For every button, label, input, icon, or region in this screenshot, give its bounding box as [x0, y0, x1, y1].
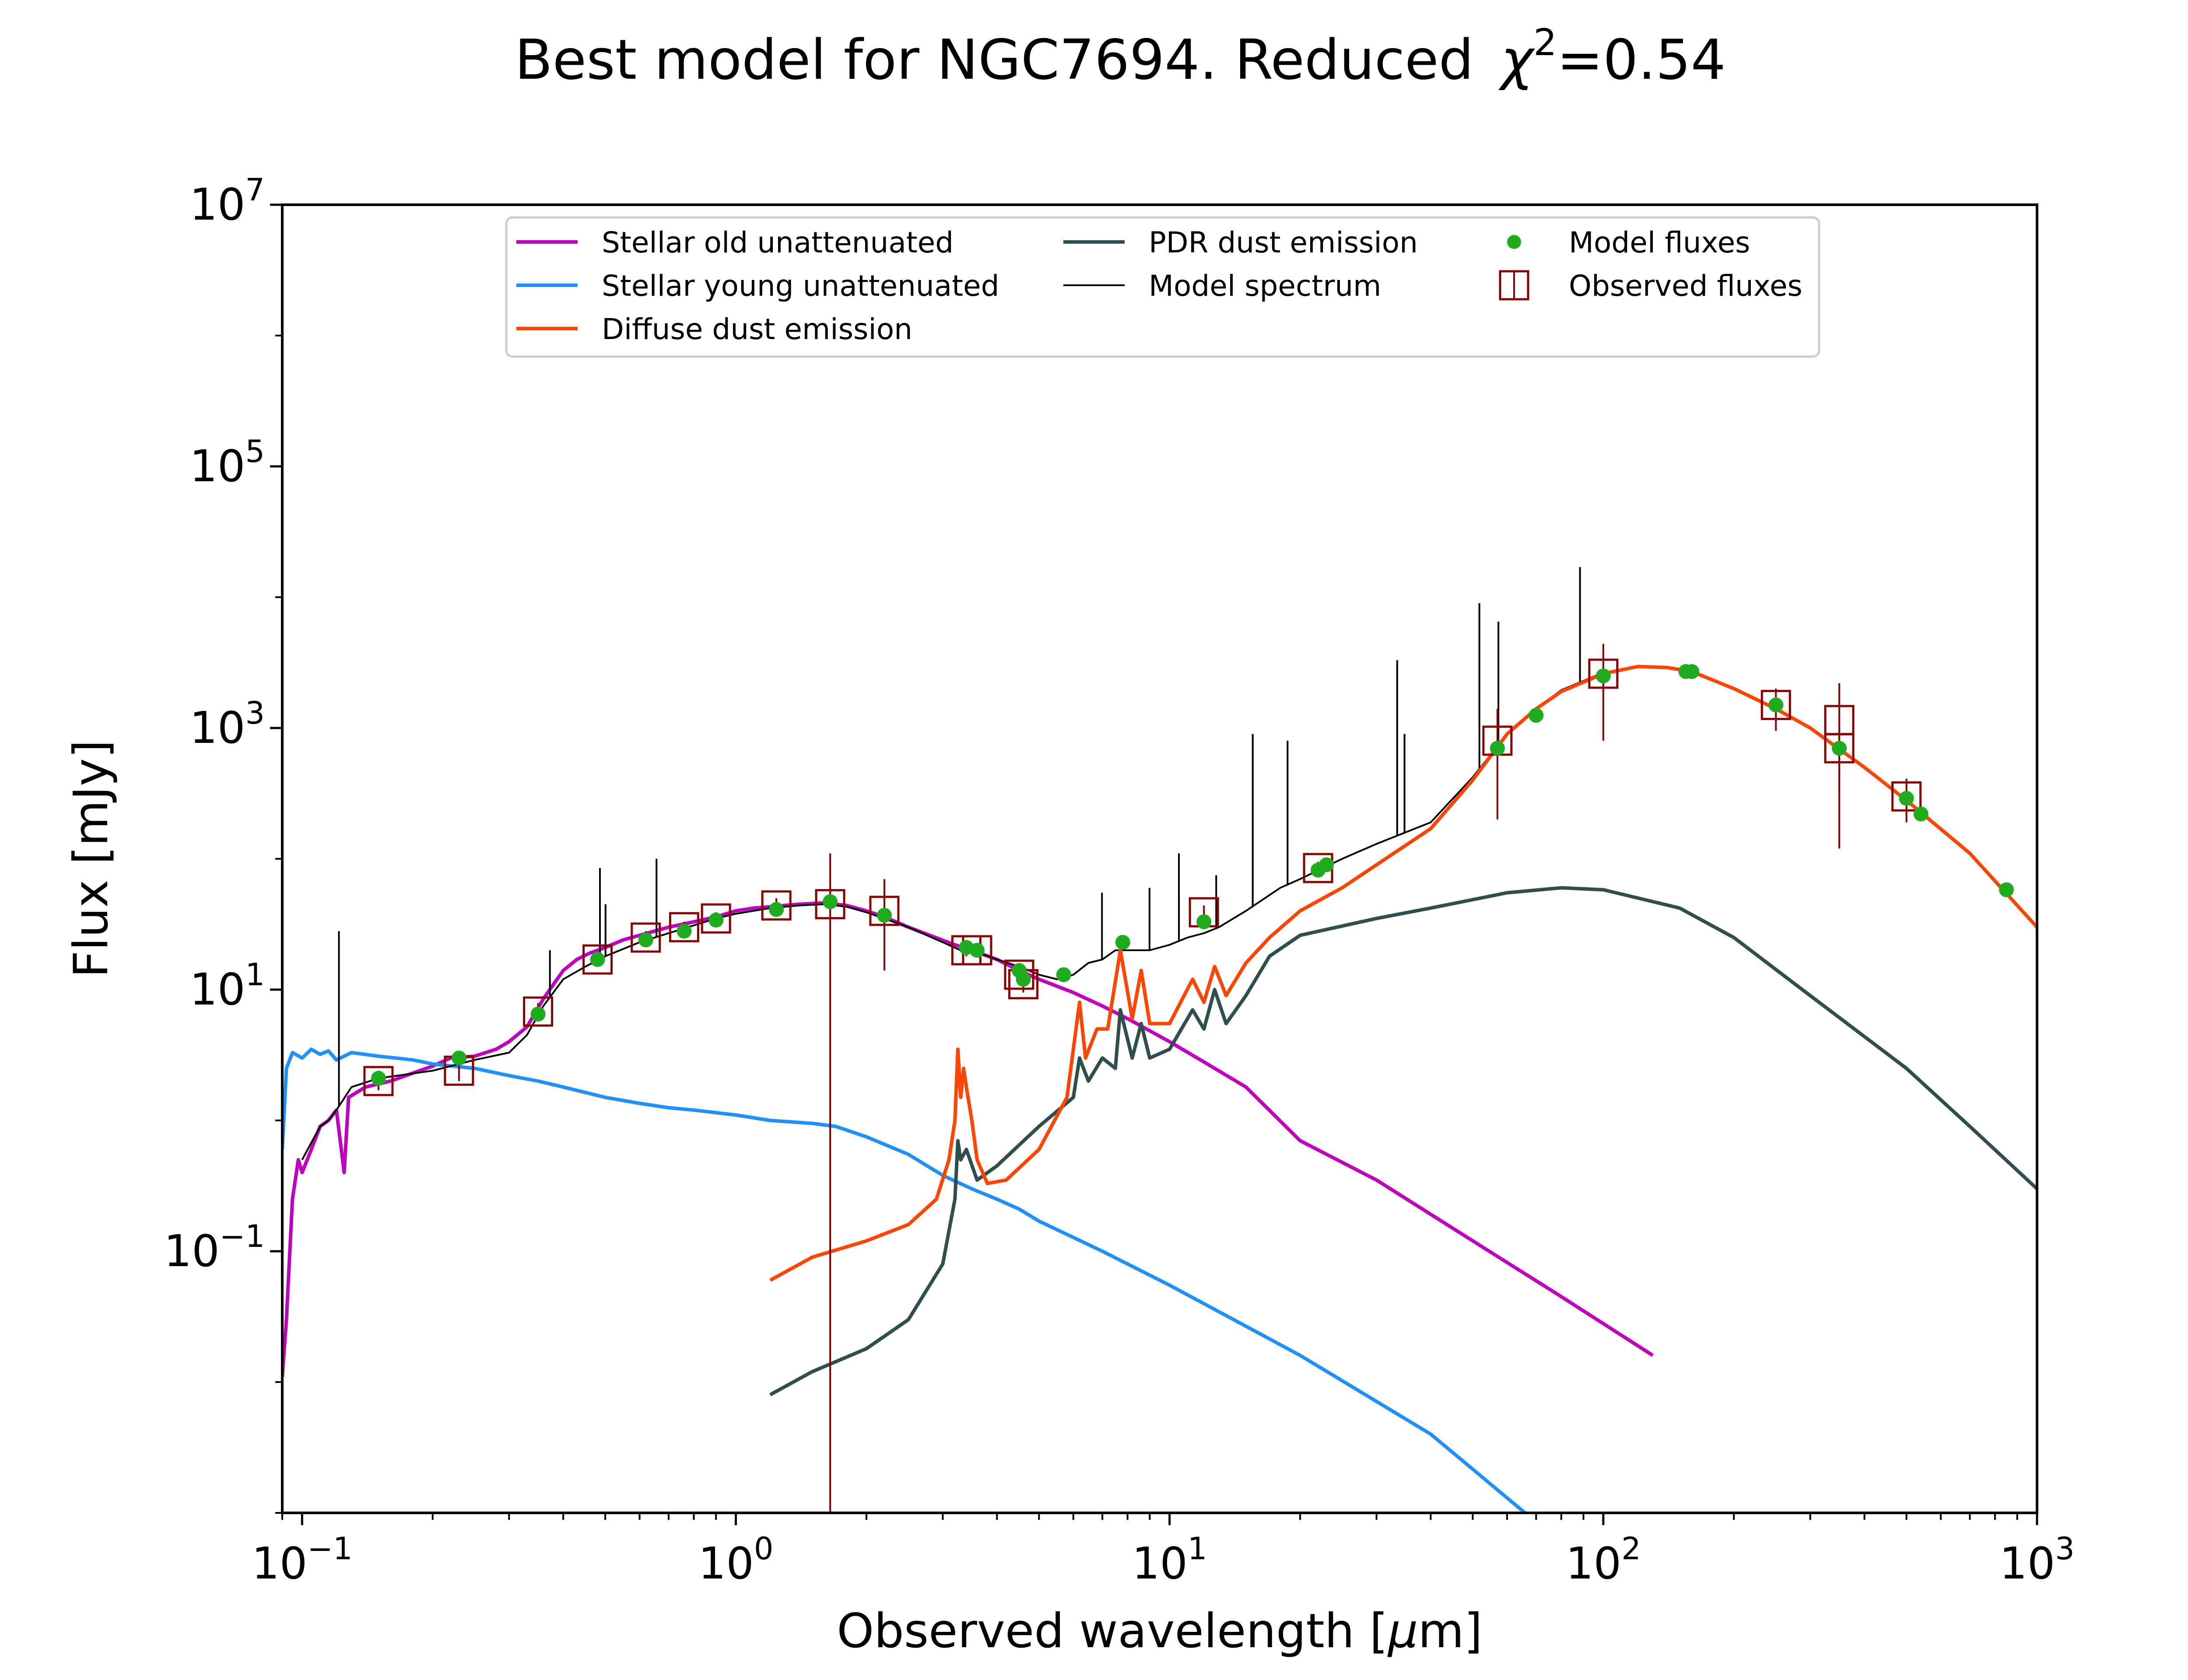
model-flux-point [1913, 806, 1929, 822]
y-tick-label: 105 [189, 434, 265, 492]
model-flux-point [1016, 972, 1031, 987]
legend-label: Model fluxes [1569, 226, 1750, 259]
legend-item-pdr-dust-emission: PDR dust emission [1063, 226, 1418, 259]
x-tick-label: 103 [1999, 1531, 2075, 1589]
observed-flux-point [1588, 644, 1619, 741]
legend-item-diffuse-dust-emission: Diffuse dust emission [516, 312, 912, 346]
model-flux-point [371, 1071, 386, 1086]
legend-item-stellar-young-unattenuated: Stellar young unattenuated [516, 269, 999, 303]
model-flux-point [708, 913, 724, 928]
y-tick-label: 103 [189, 695, 265, 753]
x-tick-label: 102 [1566, 1531, 1641, 1589]
model-flux-point [1196, 914, 1212, 929]
y-tick-label: 10−1 [164, 1218, 265, 1277]
legend-item-observed-fluxes: Observed fluxes [1499, 269, 1802, 303]
x-tick-label: 101 [1132, 1531, 1207, 1589]
legend-frame [505, 216, 1820, 358]
model-flux-point [1899, 791, 1914, 806]
observed-flux-marker [523, 996, 554, 1027]
observed-flux-marker [1760, 690, 1791, 720]
model-flux-point [769, 902, 784, 917]
observed-flux-marker [582, 944, 613, 975]
legend-swatch [1499, 270, 1529, 301]
legend-label: Diffuse dust emission [602, 312, 912, 346]
model-flux-point [590, 952, 605, 967]
model-flux-point [530, 1006, 546, 1022]
observed-flux-marker [761, 890, 792, 921]
series-pdr-dust-emission [769, 886, 2037, 1396]
model-flux-point [1490, 741, 1505, 756]
legend-label: Stellar old unattenuated [602, 226, 954, 259]
series-stellar-young-unattenuated [282, 1047, 1526, 1513]
x-axis-label-post: m] [1418, 1604, 1482, 1659]
y-axis-label: Flux [mJy] [64, 740, 119, 978]
observed-flux-point [815, 853, 845, 1513]
model-flux-point [1832, 741, 1847, 756]
model-flux-point [1768, 697, 1784, 713]
model-flux-point [677, 924, 692, 939]
model-flux-point [451, 1050, 466, 1066]
x-tick-label: 100 [698, 1531, 774, 1589]
legend-label: Model spectrum [1149, 269, 1381, 303]
legend-item-stellar-old-unattenuated: Stellar old unattenuated [516, 226, 954, 259]
chart-title: Best model for NGC7694. Reduced χ2=0.54 [515, 21, 1726, 92]
x-axis-label-pre: Observed wavelength [ [837, 1604, 1388, 1659]
model-flux-point [1595, 668, 1611, 684]
observed-flux-marker [1004, 959, 1034, 990]
model-flux-point [823, 894, 838, 910]
series-diffuse-dust-emission [769, 665, 2037, 1282]
model-flux-point [1999, 882, 2014, 897]
chart-title-value: =0.54 [1557, 28, 1726, 92]
observed-flux-marker [631, 922, 661, 953]
observed-flux-marker [701, 903, 731, 934]
legend-item-model-fluxes: Model fluxes [1507, 226, 1750, 259]
y-tick-label: 101 [189, 957, 265, 1015]
model-flux-point [1056, 967, 1071, 982]
observed-flux-marker [1824, 733, 1855, 763]
legend-label: Stellar young unattenuated [602, 269, 999, 303]
legend-label: PDR dust emission [1149, 226, 1418, 259]
chart-title-chi: χ [1498, 28, 1536, 92]
model-flux-point [1115, 934, 1130, 950]
legend-swatch [1507, 235, 1521, 249]
observed-flux-point [869, 879, 900, 971]
x-tick-label: 10−1 [252, 1531, 352, 1589]
model-flux-point [969, 942, 985, 958]
x-axis-label: Observed wavelength [μm] [837, 1604, 1483, 1659]
x-axis-label-mu: μ [1387, 1604, 1418, 1659]
legend-label: Observed fluxes [1569, 269, 1802, 303]
plot-frame [281, 203, 2038, 1514]
legend-item-model-spectrum: Model spectrum [1063, 269, 1381, 303]
y-tick-label: 107 [189, 172, 265, 230]
series-layer [282, 567, 2037, 1513]
model-flux-point [1319, 857, 1334, 872]
observed-flux-marker [815, 889, 845, 920]
model-flux-point [1684, 664, 1700, 679]
series-stellar-old-unattenuated [282, 901, 1654, 1377]
observed-flux-marker [1588, 658, 1619, 689]
observed-flux-marker [363, 1066, 394, 1096]
legend: Stellar old unattenuated Stellar young un… [505, 216, 1820, 358]
model-flux-point [638, 932, 653, 948]
observed-flux-point [1824, 728, 1855, 788]
chart-title-text: Best model for NGC7694. Reduced [515, 28, 1473, 92]
observed-flux-marker [869, 896, 900, 926]
model-flux-point [1529, 708, 1544, 723]
observed-flux-marker [1891, 781, 1922, 812]
model-flux-point [877, 908, 892, 923]
observed-flux-marker [669, 912, 699, 942]
chart-title-sup: 2 [1533, 21, 1557, 64]
